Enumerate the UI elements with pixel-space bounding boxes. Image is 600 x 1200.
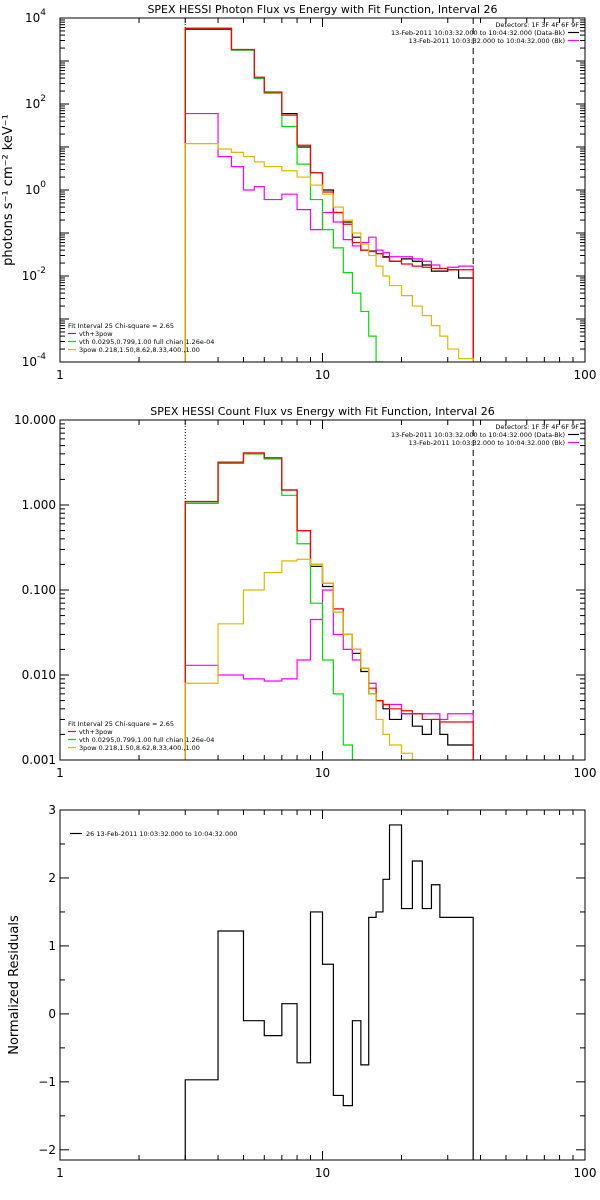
count-flux-series-3 [184, 452, 474, 760]
count-flux-series-2 [184, 453, 362, 760]
photon-flux-yticks: 10-4 10-2 100 102 104 [22, 8, 585, 369]
residuals-ytick-label: −1 [38, 1075, 56, 1089]
legend-entry: vth+3pow [79, 728, 113, 736]
count-flux-ytick-label: 0.001 [22, 753, 56, 767]
photon-flux-xtick-label: 100 [574, 368, 597, 382]
residuals-ylabel: Normalized Residuals [7, 915, 22, 1055]
count-flux-series-0 [184, 453, 474, 760]
residuals-ytick-label: 1 [48, 939, 56, 953]
count-flux-ytick-label: 0.100 [22, 583, 56, 597]
legend-entry: 13-Feb-2011 10:03:32.000 to 10:04:32.000… [409, 439, 565, 447]
photon-flux-ytick-label: 104 [25, 8, 46, 25]
legend-entry: 3pow 0.218,1.50,8.62,8.33,400.,1.00 [79, 744, 200, 752]
count-flux-legend-bottom: Fit Interval 25 Chi-square = 2.65vth+3po… [68, 720, 214, 752]
count-flux-series-4 [184, 558, 423, 760]
photon-flux-frame [59, 17, 586, 363]
legend-entry: Detectors: 1F 3F 4F 6F 9F [495, 21, 579, 29]
photon-flux-panel: SPEX HESSI Photon Flux vs Energy with Fi… [1, 3, 596, 382]
legend-entry: 13-Feb-2011 10:03:32.000 to 10:04:32.000… [391, 431, 565, 439]
residuals-xtick-label: 10 [315, 1166, 330, 1180]
legend-entry: 13-Feb-2011 10:03:32.000 to 10:04:32.000… [409, 37, 565, 45]
count-flux-panel: SPEX HESSI Count Flux vs Energy with Fit… [14, 405, 596, 780]
legend-entry: Fit Interval 25 Chi-square = 2.65 [68, 322, 174, 330]
photon-flux-ytick-label: 10-4 [22, 352, 47, 369]
residuals-xticks: 1 10 100 [56, 810, 596, 1180]
count-flux-frame [59, 419, 586, 761]
residuals-panel: Normalized Residuals 1 10 100 −2 −1 0 1 2 3 26 13-… [7, 803, 596, 1180]
photon-flux-xtick-label: 1 [56, 368, 64, 382]
legend-entry: 26 13-Feb-2011 10:03:32.000 to 10:04:32.… [86, 830, 237, 838]
photon-flux-series-1 [184, 112, 474, 362]
count-flux-ytick-label: 10.000 [14, 413, 56, 427]
count-flux-title: SPEX HESSI Count Flux vs Energy with Fit… [150, 405, 494, 418]
legend-entry: vth 0.0295,0.799,1.00 full chian 1.26e-0… [79, 338, 214, 346]
photon-flux-ytick-label: 100 [25, 180, 46, 197]
photon-flux-series-4 [184, 143, 484, 362]
legend-entry: vth+3pow [79, 330, 113, 338]
legend-entry: vth 0.0295,0.799,1.00 full chian 1.26e-0… [79, 736, 214, 744]
residuals-ytick-label: 2 [48, 871, 56, 885]
legend-entry: 3pow 0.218,1.50,8.62,8.33,400.,1.00 [79, 346, 200, 354]
count-flux-ytick-label: 1.000 [22, 498, 56, 512]
count-flux-ytick-label: 0.010 [22, 668, 56, 682]
photon-flux-ytick-label: 102 [25, 94, 46, 111]
residuals-ytick-label: 3 [48, 803, 56, 817]
legend-entry: Detectors: 1F 3F 4F 6F 9F [495, 423, 579, 431]
photon-flux-series-0 [184, 28, 474, 362]
residuals-frame [59, 809, 586, 1161]
photon-flux-title: SPEX HESSI Photon Flux vs Energy with Fi… [147, 3, 497, 16]
count-flux-xtick-label: 100 [574, 766, 597, 780]
count-flux-series-1 [184, 589, 474, 760]
count-flux-xtick-label: 10 [315, 766, 330, 780]
residuals-xtick-label: 1 [56, 1166, 64, 1180]
photon-flux-series-2 [184, 27, 384, 362]
legend-entry: 13-Feb-2011 10:03:32.000 to 10:04:32.000… [391, 29, 565, 37]
count-flux-yticks: 0.001 0.010 0.100 1.000 10.000 [14, 413, 585, 767]
residuals-legend: 26 13-Feb-2011 10:03:32.000 to 10:04:32.… [70, 830, 237, 838]
photon-flux-ytick-label: 10-2 [22, 266, 46, 283]
photon-flux-xtick-label: 10 [315, 368, 330, 382]
legend-entry: Fit Interval 25 Chi-square = 2.65 [68, 720, 174, 728]
photon-flux-legend-bottom: Fit Interval 25 Chi-square = 2.65vth+3po… [68, 322, 214, 354]
residuals-ytick-label: 0 [48, 1007, 56, 1021]
count-flux-xticks: 1 10 100 [56, 420, 596, 780]
photon-flux-series-3 [184, 27, 474, 362]
residuals-series-0 [184, 824, 474, 1160]
photon-flux-ylabel: photons s⁻¹ cm⁻² keV⁻¹ [1, 114, 16, 266]
residuals-ytick-label: −2 [38, 1143, 56, 1157]
photon-flux-xticks: 1 10 100 [56, 18, 596, 382]
residuals-xtick-label: 100 [574, 1166, 597, 1180]
count-flux-xtick-label: 1 [56, 766, 64, 780]
residuals-yticks: −2 −1 0 1 2 3 [38, 803, 585, 1157]
